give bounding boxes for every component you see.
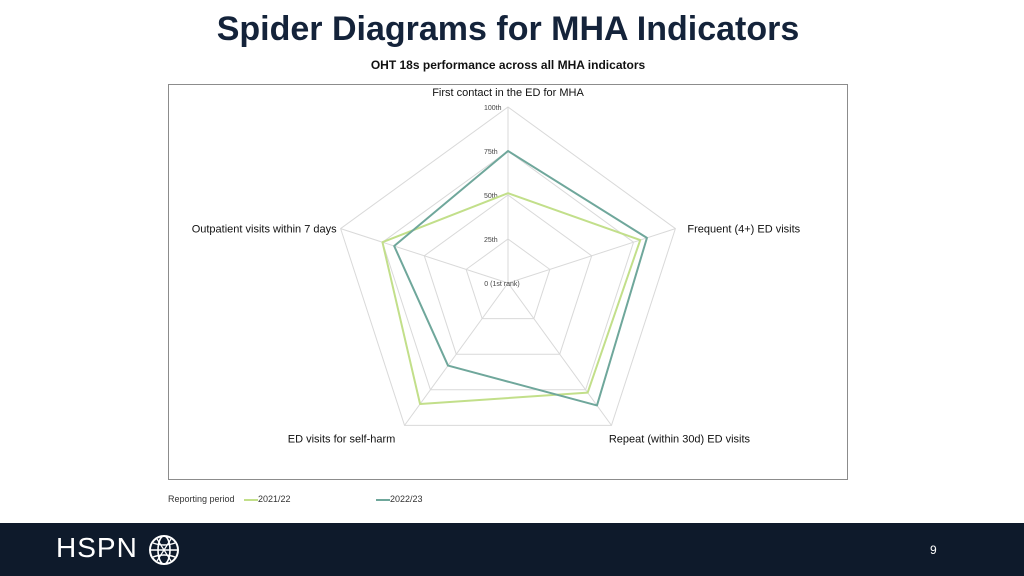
axis-label: Outpatient visits within 7 days — [192, 224, 337, 236]
axis-label: ED visits for self-harm — [288, 433, 396, 445]
logo-wordmark: HSPN — [56, 532, 138, 563]
grid-ring — [340, 106, 676, 426]
series-line — [393, 150, 648, 407]
slide-title: Spider Diagrams for MHA Indicators — [216, 10, 800, 48]
tick-label: 75th — [484, 149, 498, 156]
legend-title: Reporting period — [168, 494, 235, 504]
grid-ring — [381, 150, 635, 391]
grid-ring — [465, 238, 551, 320]
grid-spoke — [507, 228, 676, 284]
page-number: 9 — [930, 543, 937, 557]
tick-label: 100th — [484, 105, 502, 112]
tick-label: 50th — [484, 193, 498, 200]
legend-swatch-2022-23 — [376, 499, 390, 501]
axis-label: Repeat (within 30d) ED visits — [609, 433, 751, 445]
legend-label-2022-23: 2022/23 — [390, 494, 423, 504]
axis-label: Frequent (4+) ED visits — [687, 224, 800, 236]
axis-label: First contact in the ED for MHA — [432, 87, 584, 99]
legend-label-2021-22: 2021/22 — [258, 494, 291, 504]
footer-bar: HSPN 9 — [0, 523, 1024, 576]
chart-frame — [168, 84, 848, 480]
chart-title: OHT 18s performance across all MHA indic… — [370, 58, 646, 72]
legend-swatch-2021-22 — [244, 499, 258, 501]
grid-spoke — [404, 282, 509, 426]
globe-logo-icon — [149, 535, 179, 565]
series-line — [381, 192, 642, 406]
grid-ring — [423, 194, 593, 355]
grid-spoke — [507, 282, 612, 426]
grid-spoke — [340, 228, 509, 284]
tick-label: 0 (1st rank) — [484, 281, 519, 288]
radar-chart: 0 (1st rank) 25th 50th 75th 100th First conta… — [192, 87, 801, 445]
tick-label: 25th — [484, 237, 498, 244]
